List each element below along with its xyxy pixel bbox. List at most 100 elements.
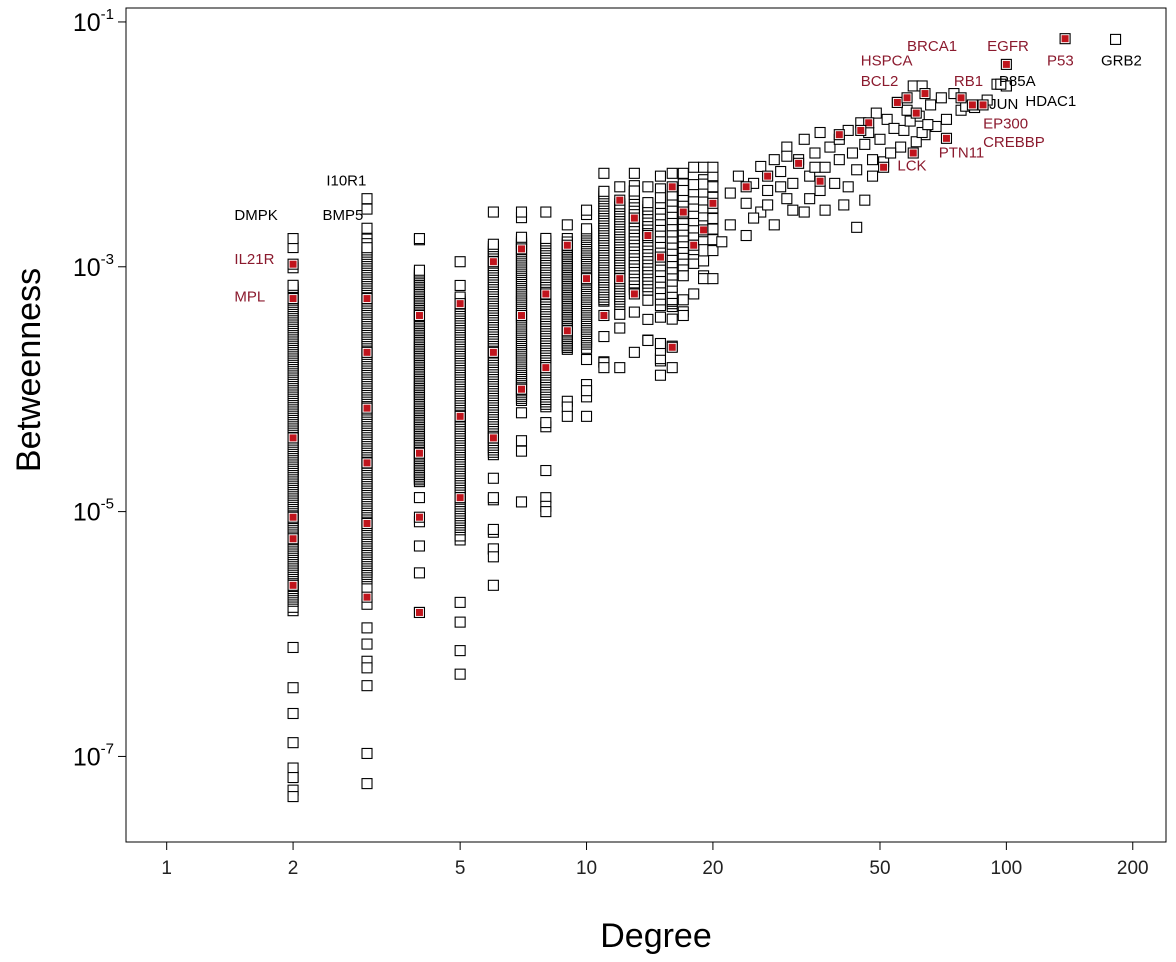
data-point-highlight-fill [363,459,371,467]
data-point [515,435,528,447]
data-point [614,322,626,334]
data-point [361,193,373,205]
data-point [846,147,859,159]
point-annotation: GRB2 [1101,53,1142,70]
data-point-highlight-fill [835,131,843,139]
data-point-highlight-fill [630,214,638,222]
point-annotation: P53 [1047,53,1074,70]
data-point [515,231,528,243]
data-point [580,410,593,422]
data-point [540,206,552,218]
data-point-highlight-fill [616,275,624,283]
data-point [654,311,667,323]
data-point [833,154,845,166]
data-point [910,136,922,148]
data-point-highlight-fill [690,241,698,249]
point-annotation: EGFR [987,38,1029,55]
x-axis-title: Degree [600,917,712,955]
data-point [707,223,719,235]
data-point [698,161,710,173]
data-point-highlight-fill [563,327,571,335]
data-point-highlight-fill [700,226,708,234]
data-point [454,596,466,608]
data-point-highlight-fill [363,593,371,601]
data-point [540,417,552,429]
data-point-highlight-fill [363,348,371,356]
data-point-highlight-fill [456,494,464,502]
data-point-highlight-fill [656,253,664,261]
y-axis-title: Betweenness [10,268,48,472]
plot-frame [125,7,1167,843]
data-point-highlight-fill [600,311,608,319]
data-point [688,161,700,173]
x-tick-label: 1 [161,858,172,879]
point-annotation: BMP5 [322,207,363,224]
data-point [580,204,593,216]
data-point-highlight-fill [363,295,371,303]
data-point [716,236,728,248]
data-point [580,385,593,397]
data-point [740,197,752,209]
data-point-highlight-fill [668,183,676,191]
data-point [1110,33,1122,45]
data-point [287,233,299,245]
data-point [768,154,780,166]
data-point [487,523,499,535]
data-point-highlight-fill [1061,35,1069,43]
data-point [935,92,947,104]
data-point [781,141,793,153]
data-point [677,309,689,322]
data-point [561,219,573,231]
data-point [819,204,831,216]
data-point [654,192,667,204]
data-point [809,147,821,159]
point-annotation: LCK [897,158,926,175]
data-point-highlight-fill [942,134,950,142]
point-annotation: P85A [999,73,1036,90]
data-point [809,161,821,173]
data-point [287,682,299,694]
data-point-highlight-fill [912,109,920,117]
data-point [814,184,826,197]
data-point [804,193,816,205]
data-point [540,232,552,244]
data-point [654,369,667,381]
data-point-highlight-fill [489,434,497,442]
data-point [487,551,499,563]
data-point [755,160,767,173]
data-point-highlight-fill [517,245,525,253]
data-point [515,407,528,419]
point-annotation: BRCA1 [907,38,957,55]
data-point [598,167,610,179]
data-point [361,203,373,215]
data-point-highlight-fill [542,364,550,372]
data-point-highlight-fill [456,412,464,420]
data-point [724,187,736,199]
data-point [666,167,678,179]
data-point-highlight-fill [517,311,525,319]
point-annotation: JUN [989,96,1018,113]
data-point [740,229,752,242]
axes-layer: 1 2 5 10 20 50 100 200 10-1 10-3 10-5 10-7 [73,6,1167,879]
data-point-highlight-fill [456,300,464,308]
data-point [654,337,667,350]
point-annotation: PTN11 [939,145,985,162]
data-point [614,362,626,374]
data-point [724,219,736,231]
data-point [775,181,787,193]
data-point-highlight-fill [880,163,888,171]
data-point [688,288,700,300]
data-point [454,616,466,628]
data-point [413,264,426,276]
data-point-highlight-fill [415,608,423,616]
data-point-highlight-fill [816,177,824,185]
data-point-highlight-fill [542,290,550,298]
data-point [829,177,841,189]
data-point [732,170,744,182]
data-point [598,330,610,343]
data-point [628,346,640,358]
data-point [688,257,700,269]
data-point-highlight-fill [489,258,497,266]
